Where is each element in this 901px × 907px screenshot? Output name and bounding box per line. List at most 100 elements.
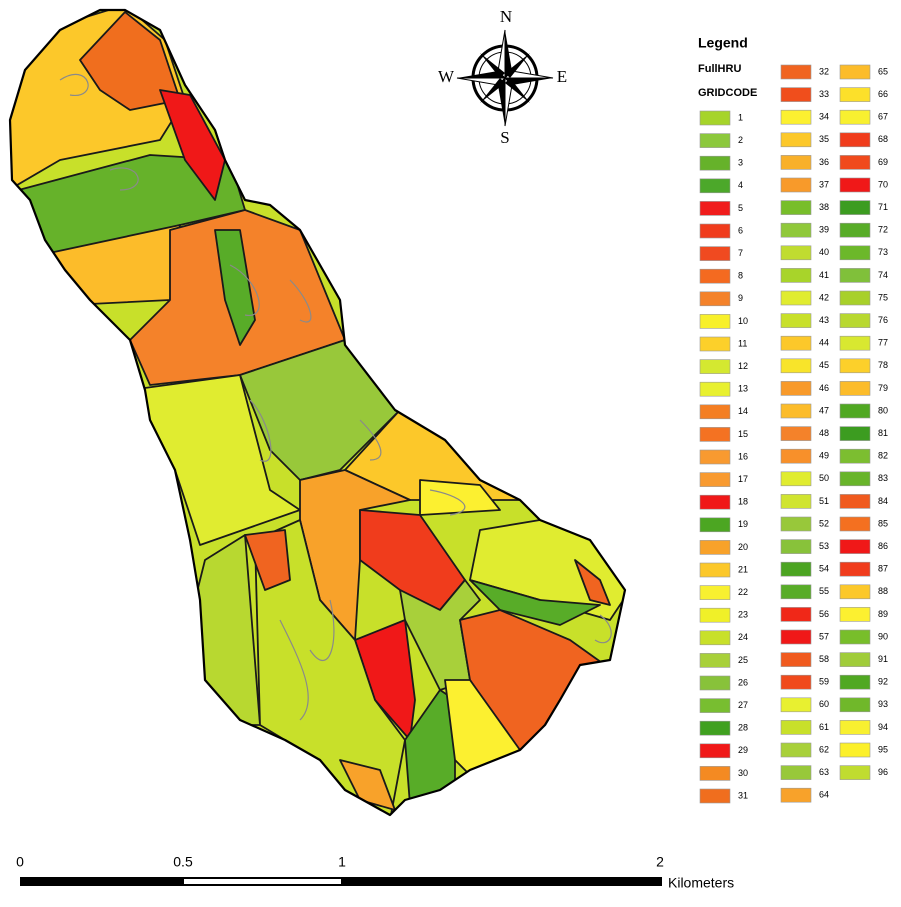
compass-point bbox=[505, 30, 512, 78]
legend-swatch bbox=[699, 607, 731, 623]
legend-swatch bbox=[780, 268, 812, 283]
legend-label: 35 bbox=[819, 134, 829, 144]
legend-swatch bbox=[699, 246, 731, 261]
legend-label: 58 bbox=[819, 654, 829, 664]
legend-label: 48 bbox=[819, 428, 829, 438]
legend-label: 85 bbox=[878, 518, 888, 528]
legend-label: 50 bbox=[819, 473, 829, 483]
legend-label: 73 bbox=[878, 247, 888, 257]
legend-label: 70 bbox=[878, 179, 888, 189]
legend-swatch bbox=[699, 653, 731, 668]
legend-label: 13 bbox=[738, 384, 748, 394]
legend-swatch bbox=[780, 313, 812, 328]
legend-label: 24 bbox=[738, 632, 748, 642]
legend-label: 3 bbox=[738, 158, 743, 168]
legend-label: 4 bbox=[738, 180, 743, 190]
legend-label: 61 bbox=[819, 722, 829, 732]
legend-label: 82 bbox=[878, 451, 888, 461]
legend-swatch bbox=[780, 200, 812, 215]
legend-label: 20 bbox=[738, 542, 748, 552]
legend-swatch bbox=[839, 652, 871, 667]
legend-label: 42 bbox=[819, 292, 829, 302]
legend-swatch bbox=[780, 426, 812, 441]
legend-label: 62 bbox=[819, 744, 829, 754]
legend-label: 40 bbox=[819, 247, 829, 257]
legend-label: 54 bbox=[819, 564, 829, 574]
legend-swatch bbox=[780, 561, 812, 577]
legend-swatch bbox=[839, 381, 871, 396]
legend-label: 36 bbox=[819, 157, 829, 167]
legend-label: 14 bbox=[738, 406, 748, 416]
legend-label: 7 bbox=[738, 248, 743, 258]
legend-swatch bbox=[780, 403, 812, 419]
legend-swatch bbox=[780, 381, 812, 396]
legend-swatch bbox=[780, 64, 812, 80]
legend-swatch bbox=[780, 652, 812, 667]
legend-swatch bbox=[839, 245, 871, 261]
legend-swatch bbox=[780, 584, 812, 600]
legend-label: 66 bbox=[878, 89, 888, 99]
legend-swatch bbox=[839, 132, 871, 148]
legend-swatch bbox=[839, 268, 871, 283]
legend-swatch bbox=[780, 697, 812, 713]
legend-swatch bbox=[780, 448, 812, 464]
legend-label: 56 bbox=[819, 609, 829, 619]
legend-swatch bbox=[699, 133, 731, 148]
legend-swatch bbox=[699, 788, 731, 804]
legend-label: 12 bbox=[738, 361, 748, 371]
legend-swatch bbox=[699, 675, 731, 691]
legend-label: 87 bbox=[878, 564, 888, 574]
legend-label: 51 bbox=[819, 496, 829, 506]
legend-swatch bbox=[780, 607, 812, 622]
legend-label: 21 bbox=[738, 564, 748, 574]
legend-label: 19 bbox=[738, 519, 748, 529]
legend-label: 65 bbox=[878, 66, 888, 76]
compass-point bbox=[480, 53, 505, 78]
legend-label: 95 bbox=[878, 744, 888, 754]
compass-point bbox=[505, 78, 553, 85]
legend-label: 68 bbox=[878, 134, 888, 144]
legend-swatch bbox=[780, 87, 812, 102]
legend-swatch bbox=[839, 335, 871, 351]
legend-label: 90 bbox=[878, 631, 888, 641]
legend-label: 2 bbox=[738, 135, 743, 145]
legend-label: 55 bbox=[819, 586, 829, 596]
legend-label: 96 bbox=[878, 767, 888, 777]
legend-swatch bbox=[839, 584, 871, 600]
legend-label: 89 bbox=[878, 609, 888, 619]
legend-label: 39 bbox=[819, 225, 829, 235]
legend-label: 28 bbox=[738, 723, 748, 733]
legend-swatch bbox=[699, 359, 731, 374]
legend-label: 83 bbox=[878, 473, 888, 483]
legend-swatch bbox=[839, 222, 871, 238]
legend-swatch bbox=[839, 720, 871, 735]
legend-label: 77 bbox=[878, 338, 888, 348]
legend-label: 47 bbox=[819, 405, 829, 415]
watershed-outline bbox=[8, 8, 627, 817]
legend-label: 5 bbox=[738, 203, 743, 213]
legend-label: 22 bbox=[738, 587, 748, 597]
legend-label: 15 bbox=[738, 429, 748, 439]
legend-swatch bbox=[780, 358, 812, 374]
legend-label: 75 bbox=[878, 292, 888, 302]
legend-label: 69 bbox=[878, 157, 888, 167]
legend-swatch bbox=[699, 110, 731, 126]
legend-swatch bbox=[699, 472, 731, 487]
legend-swatch bbox=[780, 471, 812, 487]
compass-north: N bbox=[500, 7, 512, 26]
legend-swatch bbox=[699, 155, 731, 171]
legend-label: 88 bbox=[878, 586, 888, 596]
legend-label: 34 bbox=[819, 112, 829, 122]
hru-region bbox=[469, 579, 601, 626]
hru-region bbox=[419, 479, 501, 516]
legend-swatch bbox=[699, 449, 731, 465]
legend-label: 64 bbox=[819, 790, 829, 800]
legend-label: 91 bbox=[878, 654, 888, 664]
legend-swatch bbox=[780, 109, 812, 125]
legend-label: 1 bbox=[738, 112, 743, 122]
legend-swatch bbox=[839, 629, 871, 645]
compass-west: W bbox=[438, 67, 455, 86]
legend-label: 30 bbox=[738, 768, 748, 778]
